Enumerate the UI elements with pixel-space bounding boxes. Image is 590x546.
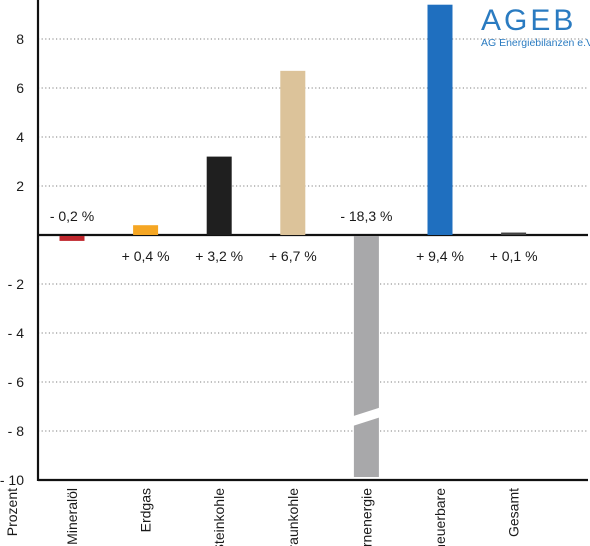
category-label: Erdgas xyxy=(138,488,154,532)
y-tick-label: - 6 xyxy=(8,374,25,390)
bar-erdgas xyxy=(133,225,159,235)
y-tick-label: 2 xyxy=(16,178,24,194)
y-tick-label: 8 xyxy=(16,31,24,47)
category-label: Erneuerbare xyxy=(432,488,448,546)
category-label: Braunkohle xyxy=(285,488,301,546)
y-tick-label: - 2 xyxy=(8,276,25,292)
category-label: Kernenergie xyxy=(358,488,374,546)
y-tick-label: 6 xyxy=(16,80,24,96)
category-label: Mineralöl xyxy=(64,488,80,545)
y-tick-label: - 4 xyxy=(8,325,25,341)
value-label: + 3,2 % xyxy=(195,248,243,264)
logo-subtitle: AG Energiebilanzen e.V. xyxy=(481,37,590,49)
value-label: + 0,4 % xyxy=(122,248,170,264)
value-label: + 9,4 % xyxy=(416,248,464,264)
ageb-logo: AGEB AG Energiebilanzen e.V. xyxy=(481,4,590,50)
category-label: Gesamt xyxy=(506,488,522,537)
y-tick-label: - 8 xyxy=(8,423,25,439)
y-tick-label: 4 xyxy=(16,129,24,145)
value-label: + 6,7 % xyxy=(269,248,317,264)
category-label: Steinkohle xyxy=(211,488,227,546)
bar-braunkohle xyxy=(280,70,306,235)
bar-erneuerbare xyxy=(427,4,453,236)
bar-mineralöl xyxy=(59,236,85,241)
bar-kernenergie xyxy=(353,236,379,477)
logo-name: AGEB xyxy=(481,4,577,37)
value-label: - 0,2 % xyxy=(50,208,94,224)
bar-steinkohle xyxy=(206,156,232,235)
bar-gesamt xyxy=(501,232,527,235)
value-label: + 0,1 % xyxy=(490,248,538,264)
value-label: - 18,3 % xyxy=(340,208,392,224)
y-axis-title: Prozent xyxy=(4,488,20,536)
y-tick-label: - 10 xyxy=(0,472,24,488)
